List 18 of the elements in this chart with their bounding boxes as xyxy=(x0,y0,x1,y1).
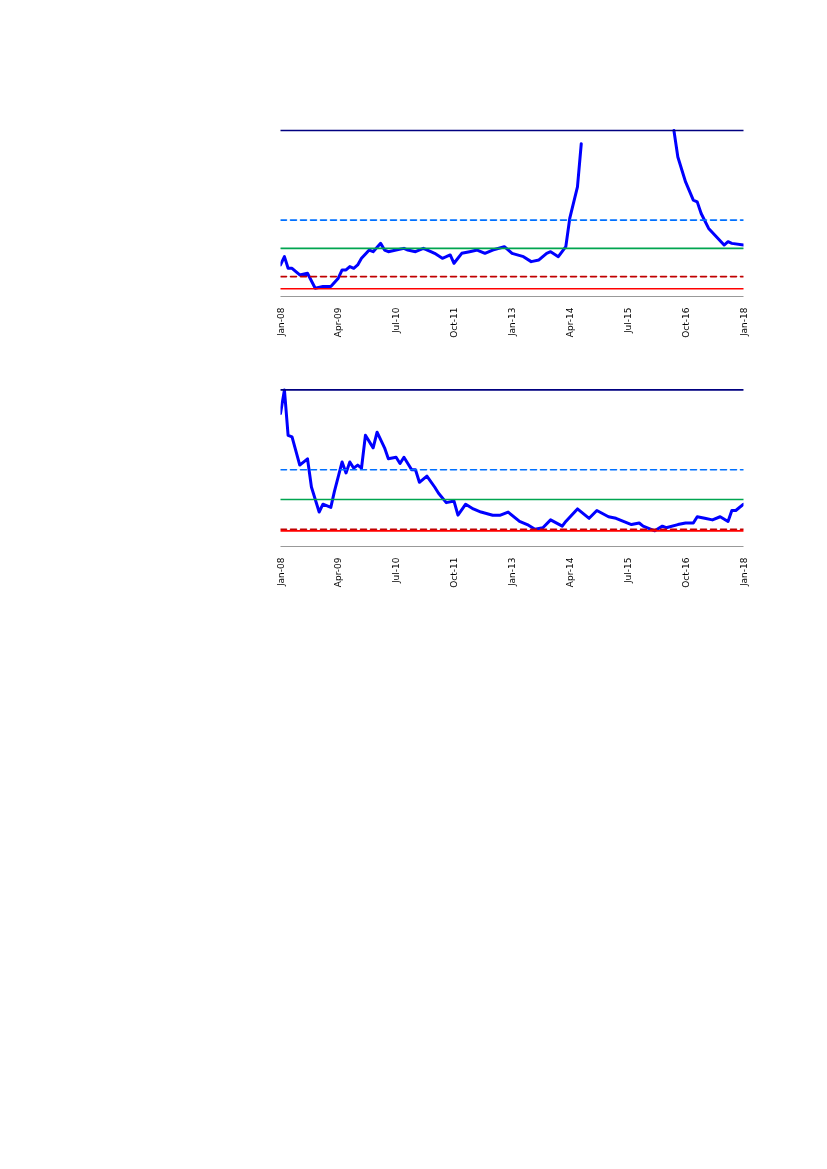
x-tick-label: Jan-18 xyxy=(738,557,749,588)
x-tick-label: Oct-16 xyxy=(680,557,691,588)
x-tick-label: Oct-16 xyxy=(680,307,691,338)
x-tick-label: Jan-08 xyxy=(275,557,286,588)
x-tick-label: Oct-11 xyxy=(449,557,460,588)
x-tick-label: Jul-15 xyxy=(622,307,633,335)
x-tick-label: Jan-13 xyxy=(507,307,518,338)
x-tick-label: Apr-14 xyxy=(564,557,575,588)
x-tick-label: Apr-09 xyxy=(333,307,344,338)
x-tick-label: Jul-15 xyxy=(622,557,633,585)
x-tick-label: Jan-13 xyxy=(507,557,518,588)
x-tick-label: Jan-18 xyxy=(738,307,749,338)
x-tick-label: Apr-14 xyxy=(564,307,575,338)
x-tick-label: Jul-10 xyxy=(391,307,402,335)
x-tick-label: Jul-10 xyxy=(391,557,402,585)
x-tick-label: Apr-09 xyxy=(333,557,344,588)
x-tick-label: Jan-08 xyxy=(275,307,286,338)
x-tick-label: Oct-11 xyxy=(449,307,460,338)
